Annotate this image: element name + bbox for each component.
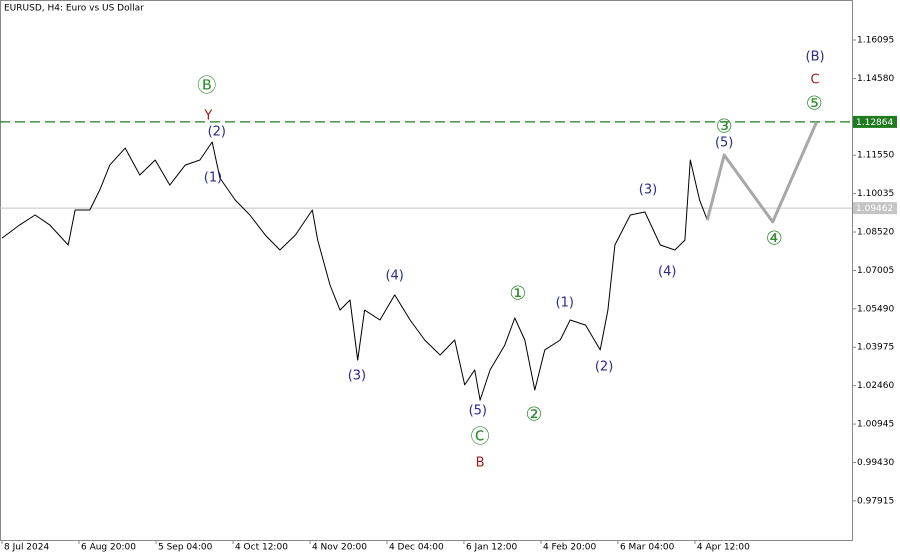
y-tick-label: 1.03975 bbox=[857, 343, 894, 353]
chart-title: EURUSD, H4: Euro vs US Dollar bbox=[4, 4, 144, 14]
wave-label: (5) bbox=[715, 136, 733, 151]
x-tick-label: 5 Sep 04:00 bbox=[158, 543, 213, 553]
wave-label: (4) bbox=[658, 265, 676, 280]
price-level-label: 1.12864 bbox=[856, 118, 893, 128]
wave-label: (4) bbox=[385, 268, 403, 283]
wave-label: (2) bbox=[208, 124, 226, 139]
y-tick-label: 1.10035 bbox=[857, 189, 894, 199]
wave-label: (3) bbox=[639, 182, 657, 197]
wave-label: Ⓑ bbox=[197, 75, 216, 97]
y-tick-label: 1.07005 bbox=[857, 266, 894, 276]
x-tick-label: 6 Jan 12:00 bbox=[466, 543, 518, 553]
x-tick-label: 4 Oct 12:00 bbox=[235, 543, 288, 553]
wave-label: (3) bbox=[348, 369, 366, 384]
wave-label: Ⓒ bbox=[471, 426, 490, 448]
wave-label: C bbox=[811, 72, 820, 87]
price-level-box bbox=[853, 202, 897, 215]
x-tick-label: 4 Dec 04:00 bbox=[389, 543, 444, 553]
y-tick-label: 1.16095 bbox=[857, 36, 894, 46]
wave-label: (1) bbox=[204, 171, 222, 186]
wave-label: ⑤ bbox=[806, 93, 823, 115]
x-tick-label: 6 Aug 20:00 bbox=[81, 543, 136, 553]
price-level-label: 1.09462 bbox=[856, 204, 893, 214]
price-level-box bbox=[853, 115, 897, 128]
y-tick-label: 1.02460 bbox=[857, 381, 894, 391]
x-tick-label: 6 Mar 04:00 bbox=[620, 543, 675, 553]
y-tick-label: 1.05490 bbox=[857, 304, 894, 314]
y-tick-label: 1.11550 bbox=[857, 151, 894, 161]
y-tick-label: 1.00945 bbox=[857, 420, 894, 430]
price-line bbox=[705, 121, 818, 224]
x-tick-label: 8 Jul 2024 bbox=[4, 543, 49, 553]
x-tick-label: 4 Nov 20:00 bbox=[312, 543, 367, 553]
wave-label: (5) bbox=[469, 403, 487, 418]
wave-label: B bbox=[476, 455, 485, 470]
price-line bbox=[1, 141, 708, 401]
wave-label: ③ bbox=[716, 116, 733, 138]
wave-label: Y bbox=[203, 108, 212, 123]
wave-label: ② bbox=[525, 404, 542, 426]
y-tick-label: 0.97915 bbox=[857, 496, 894, 506]
x-tick-label: 4 Feb 20:00 bbox=[543, 543, 597, 553]
wave-label: ④ bbox=[766, 228, 783, 250]
wave-label: (2) bbox=[595, 359, 613, 374]
x-tick-label: 4 Apr 12:00 bbox=[697, 543, 750, 553]
y-tick-label: 1.14580 bbox=[857, 74, 894, 84]
wave-label: ① bbox=[509, 282, 526, 304]
y-tick-label: 0.99430 bbox=[857, 458, 894, 468]
wave-label: (B) bbox=[806, 50, 825, 65]
wave-label: (1) bbox=[556, 296, 574, 311]
y-tick-label: 1.08520 bbox=[857, 228, 894, 238]
